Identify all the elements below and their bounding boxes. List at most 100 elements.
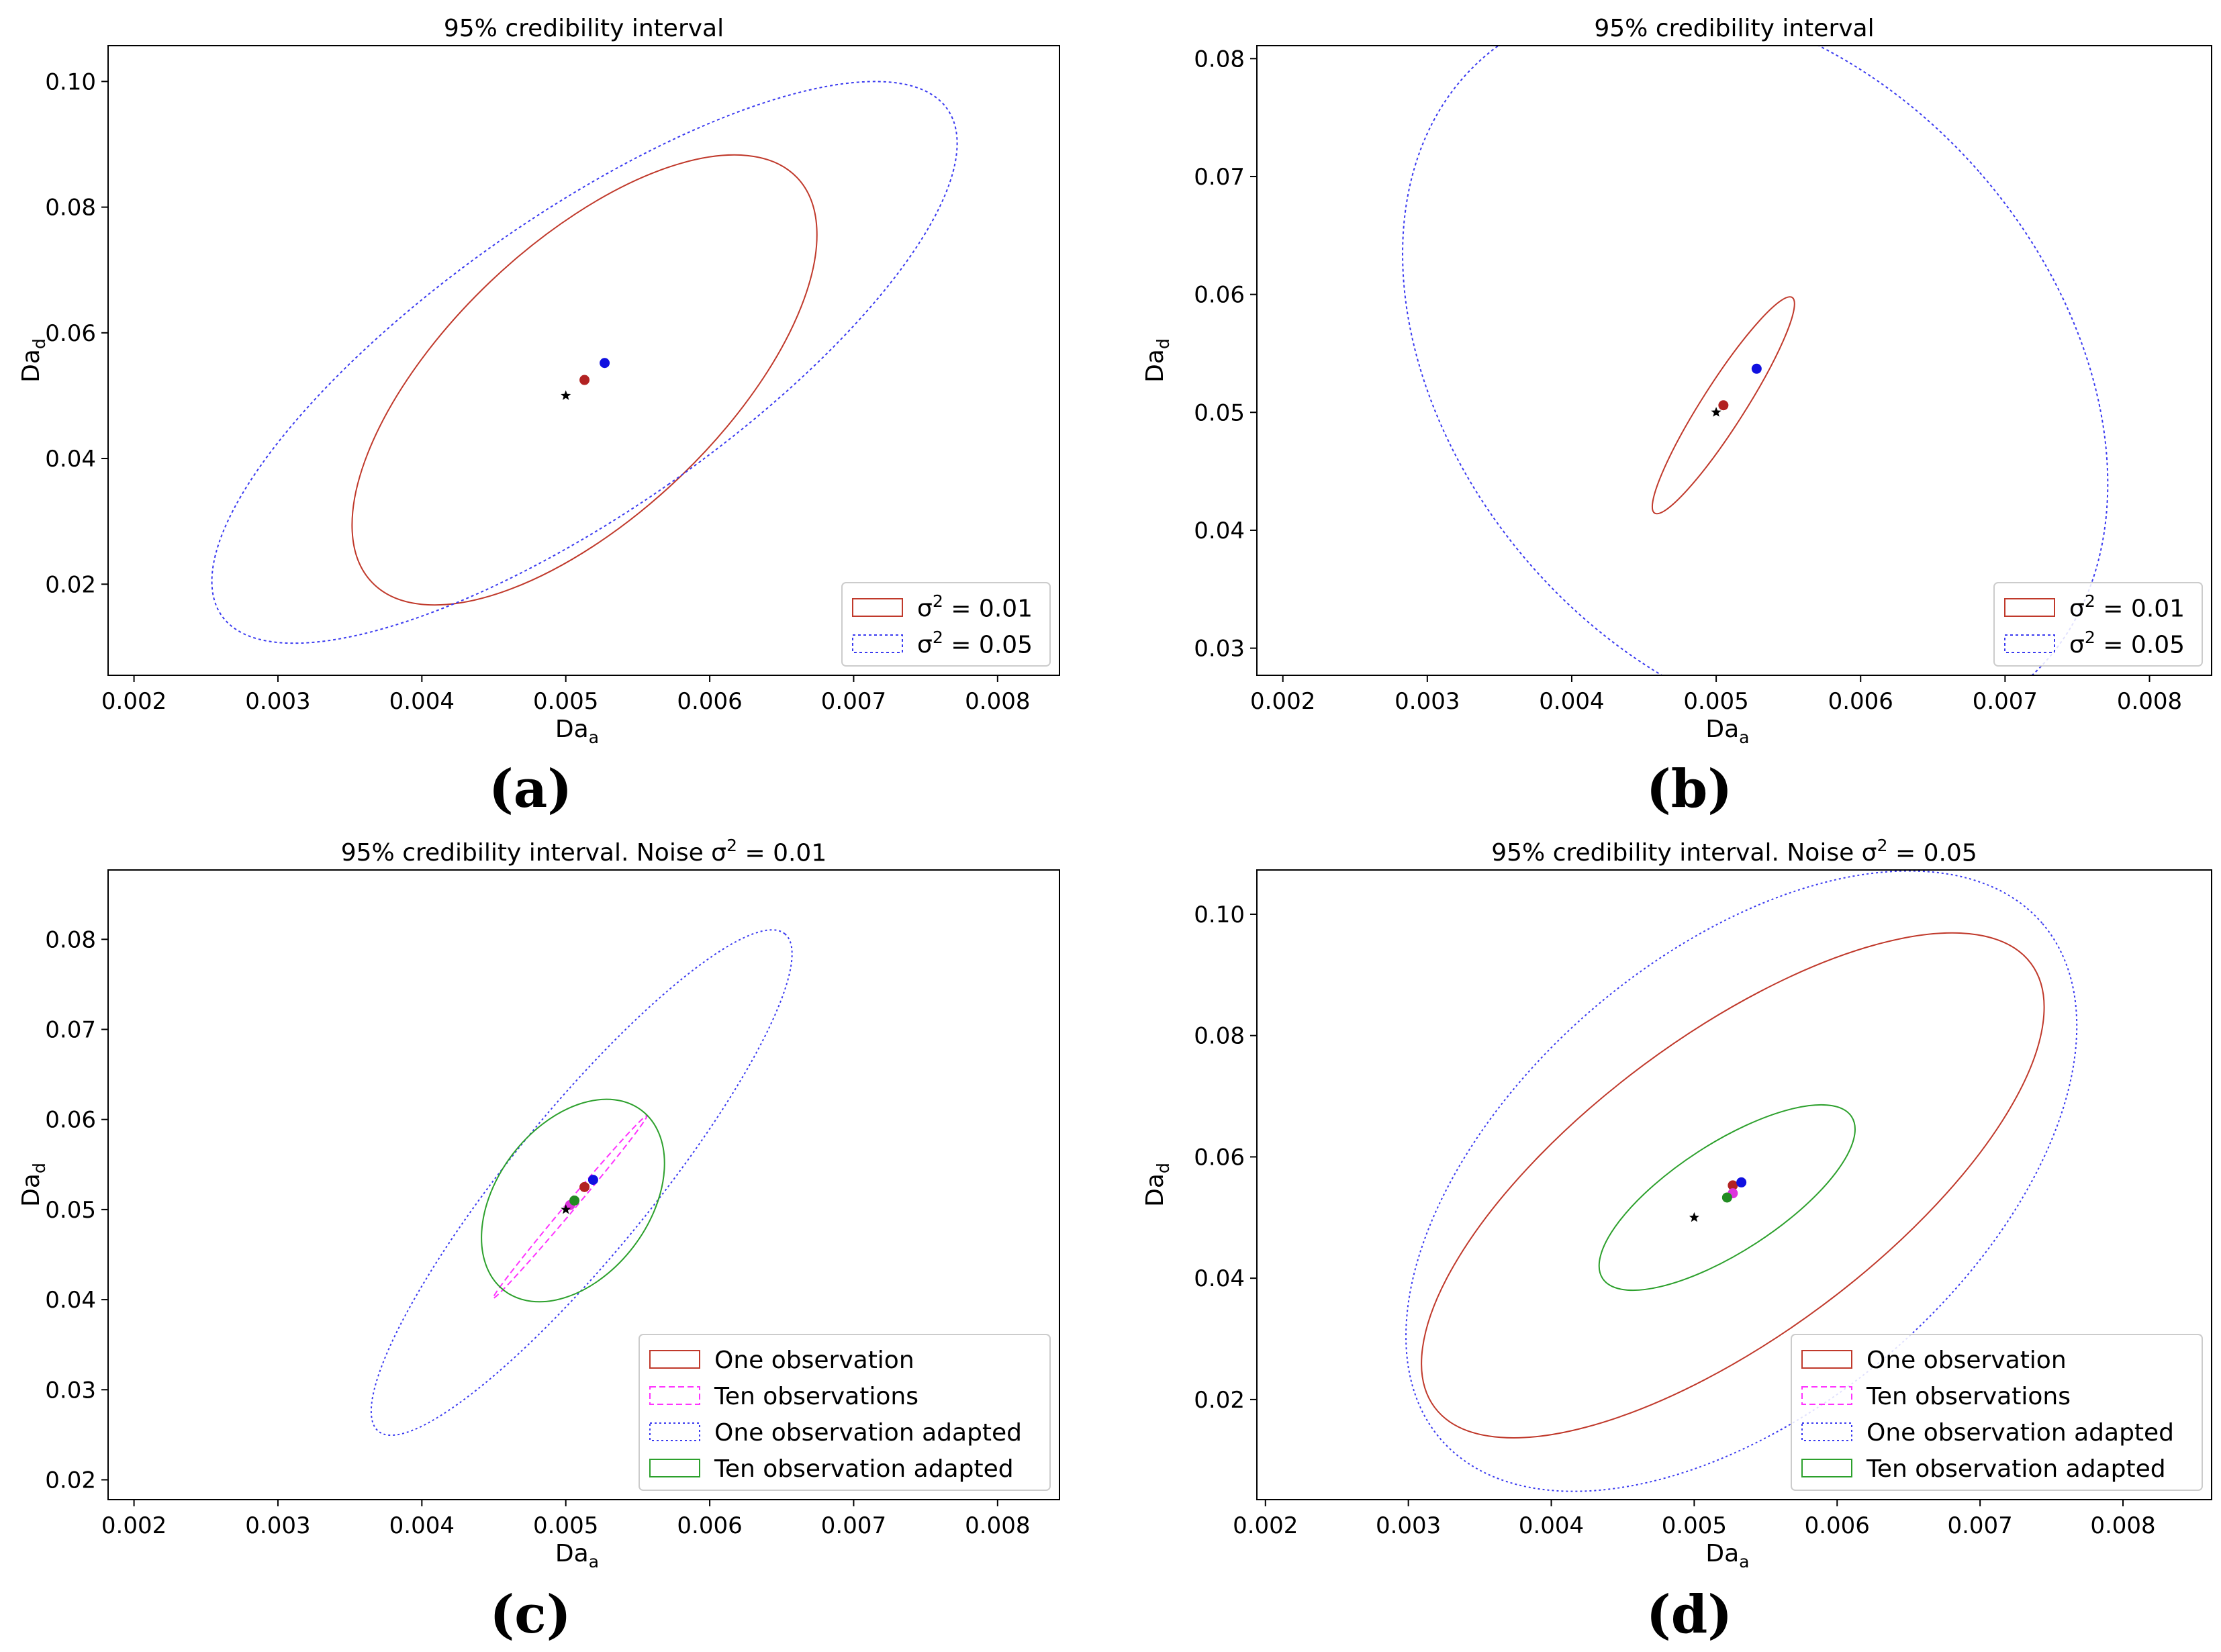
y-tick-label: 0.06 xyxy=(1194,282,1245,309)
x-tick-label: 0.005 xyxy=(533,688,598,715)
chart-title: 95% credibility interval xyxy=(444,15,724,42)
green-estimate-marker xyxy=(1721,1192,1732,1203)
legend-label-main: σ xyxy=(2069,631,2085,659)
x-tick-label: 0.006 xyxy=(1805,1512,1870,1539)
legend-label: Ten observation adapted xyxy=(714,1455,1014,1483)
x-tick-label: 0.008 xyxy=(2090,1512,2155,1539)
chart-panel-c: 95% credibility interval. Noise σ2 = 0.0… xyxy=(0,824,1110,1649)
caption-a: (a) xyxy=(488,759,573,820)
y-axis-label-main: Da xyxy=(1141,1173,1169,1207)
x-tick-label: 0.008 xyxy=(2117,688,2182,715)
blue-estimate-marker xyxy=(1751,363,1762,374)
y-axis-label-main: Da xyxy=(17,1173,45,1207)
legend-box xyxy=(1791,1334,2203,1491)
y-axis-label: Dad xyxy=(17,1163,49,1207)
legend-label-superscript: 2 xyxy=(933,591,943,611)
x-tick-label: 0.007 xyxy=(1973,688,2038,715)
legend: σ2 = 0.01 σ2 = 0.05 xyxy=(1993,582,2203,667)
y-tick-label: 0.07 xyxy=(1194,164,1245,191)
y-axis-label: Dad xyxy=(17,338,49,383)
x-tick-label: 0.002 xyxy=(101,1512,167,1539)
y-tick-label: 0.06 xyxy=(45,320,96,347)
caption-b: (b) xyxy=(1646,759,1733,820)
y-tick-label: 0.05 xyxy=(45,1197,96,1224)
chart-title-rest: = 0.05 xyxy=(1888,840,1977,867)
blue-estimate-marker xyxy=(600,358,610,369)
x-tick-label: 0.002 xyxy=(1233,1512,1298,1539)
x-tick-label: 0.003 xyxy=(245,688,310,715)
green-estimate-marker xyxy=(569,1195,580,1206)
legend: One observation Ten observations One obser… xyxy=(639,1334,1051,1491)
chart-title: 95% credibility interval xyxy=(1594,15,1874,42)
plot-frame xyxy=(1256,45,2212,676)
true-value-marker xyxy=(561,1204,571,1214)
legend-label-main: σ xyxy=(2069,595,2085,622)
legend-label-main: σ xyxy=(917,631,933,659)
legend-label-main: One observation adapted xyxy=(714,1419,1022,1447)
x-axis-label-subscript: a xyxy=(1739,728,1749,747)
legend-swatch xyxy=(1801,1422,1852,1441)
y-tick-label: 0.02 xyxy=(45,1467,96,1494)
true-value-marker xyxy=(561,390,571,400)
legend-swatch xyxy=(649,1459,700,1477)
legend-swatch xyxy=(649,1386,700,1405)
y-tick-label: 0.10 xyxy=(1194,902,1245,928)
x-axis-label-subscript: a xyxy=(589,728,599,747)
legend-label-superscript: 2 xyxy=(2085,591,2095,611)
plot-area xyxy=(1405,870,2078,1492)
x-axis-label-main: Da xyxy=(1705,1540,1739,1567)
legend-swatch xyxy=(1801,1459,1852,1477)
credibility-ellipse-4 xyxy=(481,1098,665,1303)
legend-label-superscript: 2 xyxy=(933,628,943,647)
x-tick-label: 0.006 xyxy=(677,688,742,715)
credibility-ellipse-1 xyxy=(351,154,818,606)
legend-swatch xyxy=(852,634,903,653)
credibility-ellipse-2 xyxy=(1402,46,2109,675)
y-tick-label: 0.05 xyxy=(1194,399,1245,426)
y-tick-label: 0.02 xyxy=(1194,1387,1245,1414)
legend-box xyxy=(1993,582,2203,667)
x-axis-label-subscript: a xyxy=(589,1552,599,1571)
plot-frame xyxy=(107,869,1060,1500)
legend-label: σ2 = 0.05 xyxy=(2069,628,2185,659)
y-tick-label: 0.04 xyxy=(1194,1265,1245,1292)
y-tick-label: 0.02 xyxy=(45,571,96,598)
legend-label-rest: = 0.05 xyxy=(2095,632,2185,659)
y-tick-label: 0.04 xyxy=(1194,518,1245,544)
legend-label: σ2 = 0.01 xyxy=(917,591,1033,622)
x-axis-label-main: Da xyxy=(1705,716,1739,743)
x-tick-label: 0.008 xyxy=(965,688,1030,715)
legend-swatch xyxy=(852,598,903,617)
legend-label: Ten observations xyxy=(1866,1383,2071,1410)
plot-frame xyxy=(107,45,1060,676)
x-tick-label: 0.002 xyxy=(101,688,167,715)
y-tick-label: 0.06 xyxy=(45,1107,96,1134)
legend-label-superscript: 2 xyxy=(2085,628,2095,647)
y-axis-label: Dad xyxy=(1141,338,1173,383)
legend-label-main: Ten observations xyxy=(714,1383,918,1410)
chart-title-main: 95% credibility interval. Noise σ xyxy=(341,839,726,867)
x-tick-label: 0.003 xyxy=(1376,1512,1441,1539)
y-tick-label: 0.08 xyxy=(1194,46,1245,72)
chart-title-main: 95% credibility interval. Noise σ xyxy=(1491,839,1877,867)
plot-frame xyxy=(1256,869,2212,1500)
legend-swatch xyxy=(649,1422,700,1441)
legend-label-rest: = 0.01 xyxy=(2095,595,2185,623)
chart-d: 95% credibility interval. Noise σ2 = 0.0… xyxy=(1141,836,2212,1571)
chart-panel-b: 95% credibility interval 0.002 0.003 0.004 0… xyxy=(1110,0,2221,824)
legend-swatch xyxy=(2004,598,2055,617)
legend-label: One observation adapted xyxy=(1866,1419,2174,1447)
x-tick-label: 0.002 xyxy=(1250,688,1315,715)
x-tick-label: 0.004 xyxy=(1519,1512,1584,1539)
blue-estimate-marker xyxy=(587,1175,598,1185)
chart-title: 95% credibility interval. Noise σ2 = 0.0… xyxy=(1491,836,1977,867)
x-axis-label: Daa xyxy=(1705,1540,1749,1571)
y-tick-label: 0.10 xyxy=(45,68,96,95)
x-axis-label: Daa xyxy=(555,1540,599,1571)
legend-label-main: One observation xyxy=(1866,1347,2067,1374)
x-tick-label: 0.003 xyxy=(245,1512,310,1539)
legend-label: One observation adapted xyxy=(714,1419,1022,1447)
red-estimate-marker xyxy=(579,1181,590,1192)
credibility-ellipse-2 xyxy=(211,81,958,644)
